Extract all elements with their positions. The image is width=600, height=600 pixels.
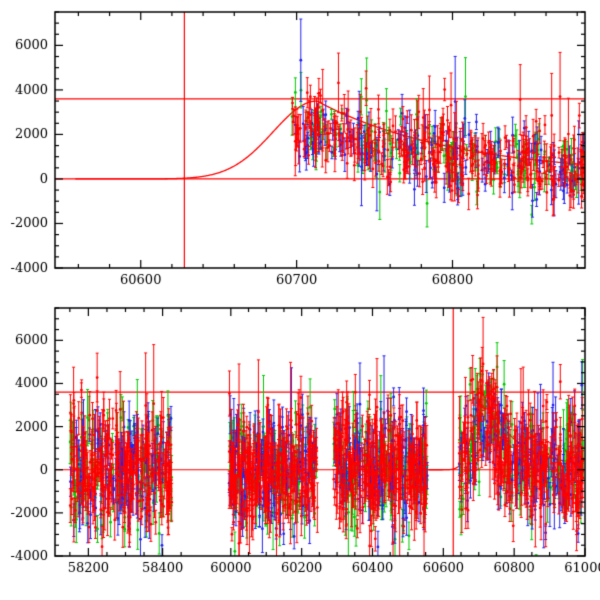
- top-panel: [0, 0, 600, 300]
- bottom-panel-plot-canvas: [0, 300, 600, 600]
- bottom-panel: [0, 300, 600, 600]
- top-panel-plot-canvas: [0, 0, 600, 300]
